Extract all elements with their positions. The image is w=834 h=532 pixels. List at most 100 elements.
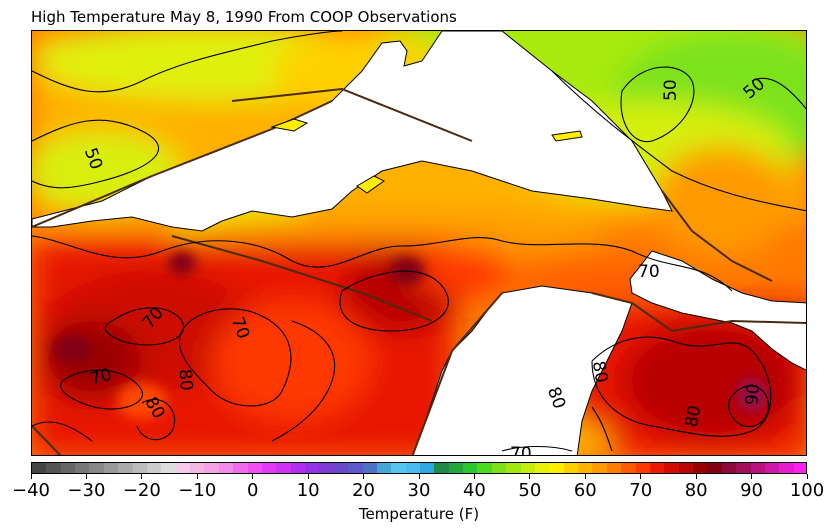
contour-label: 70: [638, 262, 660, 282]
colorbar-segment: [362, 463, 378, 473]
colorbar-segment: [376, 463, 392, 473]
colorbar-tick: [307, 474, 309, 479]
colorbar-segment: [204, 463, 220, 473]
colorbar-tick: [529, 474, 531, 479]
colorbar-segment: [75, 463, 91, 473]
colorbar-tick: [751, 474, 753, 479]
colorbar-segment: [693, 463, 708, 473]
colorbar-segment: [491, 463, 507, 473]
colorbar-tick-label: 100: [789, 480, 825, 501]
colorbar-segment: [319, 463, 335, 473]
colorbar-segment: [592, 463, 608, 473]
colorbar-segment: [448, 463, 464, 473]
colorbar-tick-label: 80: [684, 480, 708, 501]
colorbar-segment: [46, 463, 62, 473]
colorbar-label: Temperature (F): [358, 505, 480, 523]
colorbar-tick: [584, 474, 586, 479]
colorbar-segment: [190, 463, 206, 473]
colorbar-segment: [635, 463, 651, 473]
colorbar-segment: [779, 463, 795, 473]
colorbar-tick-label: 90: [740, 480, 764, 501]
colorbar-tick-label: −20: [122, 480, 161, 501]
colorbar-tick-label: 30: [407, 480, 431, 501]
colorbar-tick: [141, 474, 143, 479]
temperature-map: 50 50 50 70 70 70 70 70 80 80 80 80 80 9…: [31, 30, 807, 456]
lake-superior: [32, 31, 673, 232]
colorbar-segment: [348, 463, 364, 473]
colorbar-segment: [175, 463, 191, 473]
colorbar-segment: [563, 463, 579, 473]
colorbar-tick: [695, 474, 697, 479]
colorbar-segment: [606, 463, 622, 473]
colorbar-segment: [305, 463, 320, 473]
colorbar-ticks: −40 −30 −20 −10 0 10 20 30 40 50 60 70 80 90 100: [12, 474, 824, 504]
colorbar-segment: [146, 463, 162, 473]
colorbar-segment: [60, 463, 76, 473]
islands: [270, 118, 583, 194]
colorbar-tick: [196, 474, 198, 479]
colorbar-tick-label: 70: [629, 480, 653, 501]
colorbar-tick-label: −10: [178, 480, 217, 501]
colorbar-tick-label: 0: [246, 480, 259, 501]
colorbar-gradient: [31, 462, 807, 474]
colorbar-segment: [707, 463, 723, 473]
colorbar-segment: [664, 463, 680, 473]
colorbar-segment: [32, 463, 47, 473]
colorbar-tick-label: 60: [573, 480, 597, 501]
colorbar-segment: [678, 463, 694, 473]
colorbar-tick-label: −30: [67, 480, 106, 501]
colorbar-segment: [132, 463, 148, 473]
colorbar-segment: [261, 463, 277, 473]
colorbar-segment: [247, 463, 263, 473]
colorbar-tick: [363, 474, 365, 479]
colorbar-segment: [233, 463, 249, 473]
temperature-contours: [32, 31, 806, 452]
colorbar-tick: [85, 474, 87, 479]
colorbar-segment: [161, 463, 177, 473]
colorbar-tick-label: 10: [296, 480, 320, 501]
colorbar-tick: [30, 474, 32, 479]
colorbar-segment: [333, 463, 349, 473]
lake-huron: [629, 250, 806, 371]
contour-label: 70: [510, 444, 532, 456]
colorbar-segment: [578, 463, 594, 473]
colorbar-segment: [764, 463, 780, 473]
colorbar-segment: [420, 463, 435, 473]
colorbar-segment: [290, 463, 306, 473]
colorbar-segment: [506, 463, 522, 473]
colorbar-segment: [549, 463, 565, 473]
colorbar-segment: [405, 463, 421, 473]
colorbar-tick: [806, 474, 808, 479]
map-canvas: 50 50 50 70 70 70 70 70 80 80 80 80 80 9…: [32, 31, 806, 456]
colorbar-segment: [649, 463, 665, 473]
colorbar-segment: [520, 463, 536, 473]
colorbar-segment: [750, 463, 766, 473]
contour-label: 50: [661, 79, 681, 101]
map-title: High Temperature May 8, 1990 From COOP O…: [31, 8, 457, 26]
colorbar-segment: [477, 463, 493, 473]
colorbar-segment: [103, 463, 119, 473]
colorbar-segment: [218, 463, 234, 473]
colorbar-segment: [118, 463, 134, 473]
colorbar-segment: [736, 463, 752, 473]
colorbar-tick-label: 50: [518, 480, 542, 501]
colorbar-segment: [463, 463, 479, 473]
contour-label: 80: [174, 368, 196, 391]
colorbar-segment: [621, 463, 637, 473]
colorbar-segment: [793, 463, 806, 473]
colorbar-segment: [89, 463, 105, 473]
colorbar-tick: [252, 474, 254, 479]
colorbar: [31, 462, 807, 474]
colorbar-tick-label: 40: [462, 480, 486, 501]
colorbar-segment: [434, 463, 450, 473]
contour-label: 80: [588, 360, 611, 385]
colorbar-tick-label: −40: [12, 480, 50, 501]
colorbar-segment: [721, 463, 737, 473]
colorbar-tick: [418, 474, 420, 479]
colorbar-segment: [391, 463, 407, 473]
colorbar-tick: [473, 474, 475, 479]
contour-label: 80: [682, 404, 705, 429]
contour-label: 90: [742, 383, 764, 406]
colorbar-segment: [534, 463, 550, 473]
colorbar-segment: [276, 463, 292, 473]
